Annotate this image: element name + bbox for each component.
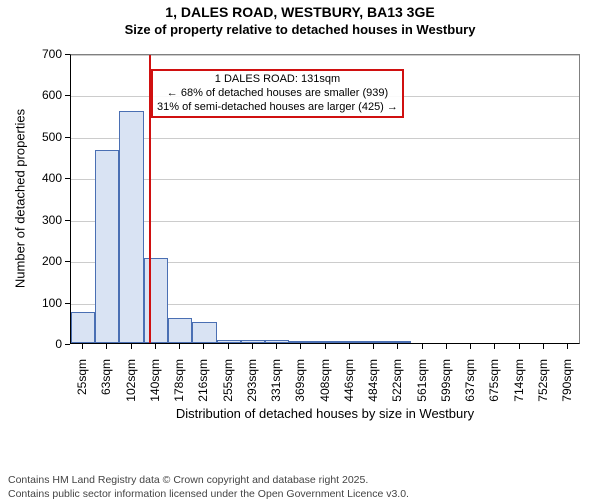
y-tick-label: 200 [0, 254, 62, 268]
histogram-bar [95, 150, 119, 343]
x-tick-mark [131, 344, 132, 349]
x-tick-label: 446sqm [342, 359, 356, 409]
gridline [71, 221, 579, 222]
x-tick-mark [203, 344, 204, 349]
x-tick-label: 255sqm [221, 359, 235, 409]
footer-line-2: Contains public sector information licen… [8, 488, 409, 500]
histogram-bar [192, 322, 217, 343]
x-tick-label: 408sqm [318, 359, 332, 409]
histogram-bar [386, 341, 411, 343]
plot-area: 1 DALES ROAD: 131sqm← 68% of detached ho… [70, 54, 580, 344]
x-tick-mark [543, 344, 544, 349]
y-tick-label: 100 [0, 296, 62, 310]
x-tick-mark [519, 344, 520, 349]
x-tick-mark [155, 344, 156, 349]
annotation-line: 1 DALES ROAD: 131sqm [157, 73, 398, 87]
y-tick-label: 400 [0, 171, 62, 185]
y-tick-mark [65, 303, 70, 304]
x-tick-mark [349, 344, 350, 349]
histogram-bar [362, 341, 386, 343]
y-axis-label: Number of detached properties [13, 99, 28, 299]
x-tick-mark [494, 344, 495, 349]
x-tick-label: 102sqm [124, 359, 138, 409]
chart-container: 1 DALES ROAD: 131sqm← 68% of detached ho… [0, 44, 600, 444]
x-tick-mark [397, 344, 398, 349]
histogram-bar [71, 312, 95, 343]
footer-line-1: Contains HM Land Registry data © Crown c… [8, 474, 368, 486]
x-tick-label: 714sqm [512, 359, 526, 409]
histogram-bar [314, 341, 338, 343]
gridline [71, 179, 579, 180]
annotation-line: 31% of semi-detached houses are larger (… [157, 101, 398, 115]
x-tick-label: 522sqm [390, 359, 404, 409]
histogram-bar [265, 340, 289, 343]
x-tick-label: 63sqm [99, 359, 113, 409]
x-tick-mark [300, 344, 301, 349]
y-tick-mark [65, 344, 70, 345]
x-tick-label: 178sqm [172, 359, 186, 409]
histogram-bar [241, 340, 265, 343]
x-tick-label: 637sqm [463, 359, 477, 409]
x-tick-mark [106, 344, 107, 349]
x-tick-mark [228, 344, 229, 349]
x-tick-mark [325, 344, 326, 349]
x-tick-label: 599sqm [439, 359, 453, 409]
title-line-2: Size of property relative to detached ho… [0, 22, 600, 37]
y-tick-mark [65, 220, 70, 221]
histogram-bar [144, 258, 168, 343]
annotation-box: 1 DALES ROAD: 131sqm← 68% of detached ho… [151, 69, 404, 118]
x-tick-label: 752sqm [536, 359, 550, 409]
x-tick-label: 790sqm [560, 359, 574, 409]
x-tick-label: 675sqm [487, 359, 501, 409]
histogram-bar [289, 341, 314, 343]
gridline [71, 55, 579, 56]
histogram-bar [119, 111, 144, 343]
x-tick-mark [252, 344, 253, 349]
x-tick-label: 25sqm [75, 359, 89, 409]
annotation-line: ← 68% of detached houses are smaller (93… [157, 87, 398, 101]
x-tick-mark [422, 344, 423, 349]
y-tick-label: 0 [0, 337, 62, 351]
chart-titles: 1, DALES ROAD, WESTBURY, BA13 3GE Size o… [0, 4, 600, 37]
y-tick-label: 600 [0, 88, 62, 102]
y-tick-mark [65, 261, 70, 262]
x-tick-label: 484sqm [366, 359, 380, 409]
x-tick-label: 331sqm [269, 359, 283, 409]
title-line-1: 1, DALES ROAD, WESTBURY, BA13 3GE [0, 4, 600, 20]
x-tick-label: 140sqm [148, 359, 162, 409]
histogram-bar [338, 341, 362, 343]
x-tick-label: 561sqm [415, 359, 429, 409]
y-tick-mark [65, 95, 70, 96]
x-tick-mark [179, 344, 180, 349]
histogram-bar [217, 340, 241, 343]
x-tick-mark [446, 344, 447, 349]
x-tick-mark [373, 344, 374, 349]
y-tick-label: 500 [0, 130, 62, 144]
x-tick-label: 216sqm [196, 359, 210, 409]
x-tick-mark [470, 344, 471, 349]
y-tick-label: 700 [0, 47, 62, 61]
histogram-bar [168, 318, 192, 343]
x-tick-mark [82, 344, 83, 349]
y-tick-mark [65, 137, 70, 138]
y-tick-mark [65, 54, 70, 55]
y-tick-mark [65, 178, 70, 179]
x-tick-label: 293sqm [245, 359, 259, 409]
gridline [71, 138, 579, 139]
x-tick-mark [276, 344, 277, 349]
y-tick-label: 300 [0, 213, 62, 227]
x-tick-mark [567, 344, 568, 349]
x-tick-label: 369sqm [293, 359, 307, 409]
